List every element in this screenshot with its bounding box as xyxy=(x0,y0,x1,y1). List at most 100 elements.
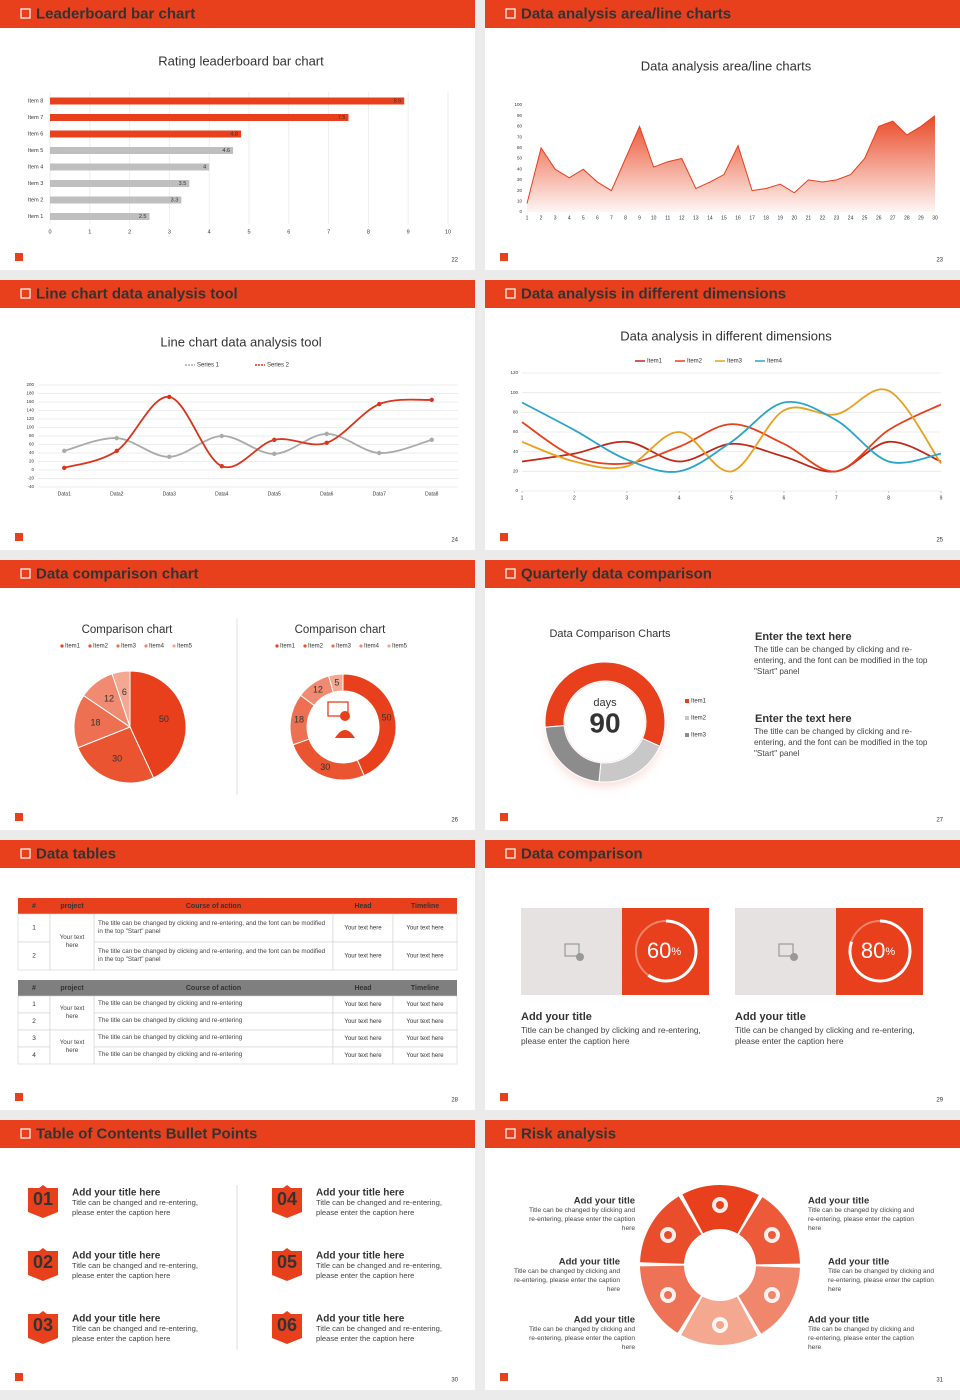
item-title: Add your title here xyxy=(72,1314,161,1325)
card-body: Title can be changed by clicking and re-… xyxy=(735,1025,915,1047)
slide-header xyxy=(485,280,960,308)
slide-header xyxy=(0,280,475,308)
item-body-box: Title can be changed by clicking and re-… xyxy=(529,1326,635,1351)
slide-title: Data analysis in different dimensions xyxy=(521,285,786,302)
cell-timeline: Your text here xyxy=(406,954,444,960)
x-tick-label: 27 xyxy=(890,215,896,221)
slide-title: Risk analysis xyxy=(521,1125,616,1142)
y-tick-label: 120 xyxy=(510,370,518,375)
item-body-box: Title can be changed and re-entering, pl… xyxy=(72,1324,198,1343)
cell-course: The title can be changed by clicking and… xyxy=(98,1017,243,1025)
y-tick-label: 60 xyxy=(29,442,35,447)
point xyxy=(219,463,224,469)
center-value: 90 xyxy=(589,707,620,738)
legend-label: Item1 xyxy=(691,699,707,705)
text-heading: Enter the text here xyxy=(755,631,852,643)
item-body-box: Title can be changed by clicking and re-… xyxy=(808,1207,915,1232)
cell xyxy=(392,1046,458,1065)
legend-label: Item5 xyxy=(177,644,193,650)
x-tick-label: 5 xyxy=(730,495,733,501)
number-badge xyxy=(28,1185,58,1218)
cell-course-box: The title can be changed by clicking and… xyxy=(98,1017,243,1025)
cell-timeline: Your text here xyxy=(406,926,444,932)
y-tick-label: 60 xyxy=(517,145,523,150)
page-number: 29 xyxy=(936,1098,943,1104)
x-tick-label: 4 xyxy=(678,495,681,501)
slide-header xyxy=(0,0,475,28)
slide: Data analysis in different dimensions25D… xyxy=(485,280,960,550)
segment-icon-dot xyxy=(664,1231,673,1239)
y-tick-label: 10 xyxy=(517,198,523,203)
x-tick-label: 6 xyxy=(782,495,785,501)
page-number: 28 xyxy=(451,1098,458,1104)
x-tick-label: Data5 xyxy=(268,491,282,497)
text-body: The title can be changed by clicking and… xyxy=(754,645,928,677)
point xyxy=(272,437,277,443)
legend-swatch xyxy=(387,644,391,648)
item-body: Title can be changed by clicking and re-… xyxy=(808,1207,915,1232)
y-tick-label: 80 xyxy=(513,410,519,415)
cell xyxy=(332,941,394,971)
text-body-box: The title can be changed by clicking and… xyxy=(754,727,927,758)
slide-title: Data analysis area/line charts xyxy=(521,5,731,22)
slice-label: 12 xyxy=(104,694,114,704)
header-icon xyxy=(20,8,31,19)
cell-num: 3 xyxy=(32,1035,36,1042)
pie-slice xyxy=(111,670,131,728)
y-tick-label: 100 xyxy=(26,425,34,430)
point xyxy=(429,397,434,403)
item-title: Add your title here xyxy=(72,1188,161,1199)
cell-num: 4 xyxy=(32,1052,36,1059)
cell xyxy=(17,941,51,971)
x-tick-label: Data3 xyxy=(163,491,177,497)
item-number: 04 xyxy=(277,1189,297,1209)
item-body-box: Title can be changed by clicking and re-… xyxy=(514,1268,620,1293)
x-tick-label: 29 xyxy=(918,215,924,221)
item-body-box: Title can be changed by clicking and re-… xyxy=(828,1268,934,1293)
point xyxy=(272,451,277,457)
x-tick-label: 7 xyxy=(327,229,330,235)
x-tick-label: 26 xyxy=(876,215,882,221)
number-badge xyxy=(272,1311,302,1344)
icon-body xyxy=(335,730,355,738)
slice-label: 12 xyxy=(313,685,323,695)
card-title: Add your title xyxy=(735,1011,806,1023)
legend-label: Item3 xyxy=(121,644,137,650)
x-tick-label: Data2 xyxy=(110,491,124,497)
value-label: 2.5 xyxy=(139,214,147,220)
center xyxy=(565,682,645,762)
page-number: 24 xyxy=(451,538,458,544)
cell xyxy=(392,913,458,943)
y-tick-label: 20 xyxy=(29,459,35,464)
item-body: Title can be changed by clicking and re-… xyxy=(528,1207,635,1232)
image-icon xyxy=(778,943,794,957)
stat-number: 60 xyxy=(647,938,671,963)
y-tick-label: Item 6 xyxy=(28,131,43,137)
item-title: Add your title xyxy=(574,1315,635,1326)
page-number: 27 xyxy=(936,818,943,824)
x-tick-label: 0 xyxy=(48,229,51,235)
legend-swatch xyxy=(172,644,176,648)
cell-num: 1 xyxy=(32,1001,36,1008)
image-icon-plus xyxy=(576,953,584,961)
slide: Data comparison chart 26 Comparison chart I… xyxy=(0,560,475,830)
value-label: 8.9 xyxy=(394,98,402,104)
cell-course-box: The title can be changed by clicking and… xyxy=(98,1034,242,1041)
slide-title: Leaderboard bar chart xyxy=(36,5,195,22)
x-tick-label: 8 xyxy=(367,229,370,235)
point xyxy=(377,401,382,407)
header-icon xyxy=(20,848,31,859)
slide-logo xyxy=(500,813,508,821)
slice-label: 6 xyxy=(122,687,127,697)
legend-label: Item3 xyxy=(727,359,743,365)
cell-project-box: Your text here xyxy=(60,1005,85,1020)
y-tick-label: 90 xyxy=(517,113,523,118)
series-line xyxy=(521,403,942,473)
header-cell: # xyxy=(32,985,36,992)
segment-icon-dot xyxy=(716,1321,724,1329)
slice-label: 50 xyxy=(382,712,392,722)
y-tick-label: 200 xyxy=(26,382,34,387)
cell xyxy=(392,941,458,971)
x-tick-label: 21 xyxy=(806,215,812,221)
